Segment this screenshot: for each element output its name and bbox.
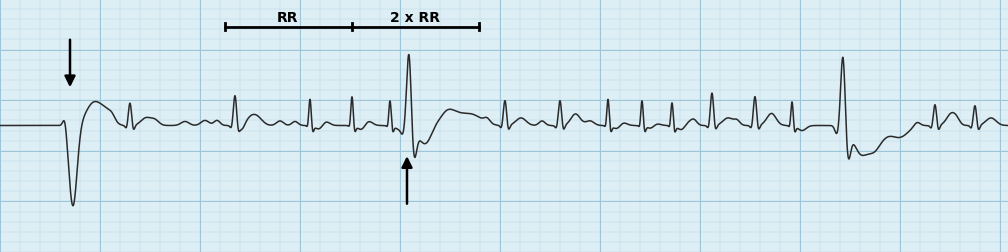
Text: RR: RR [277, 11, 298, 25]
Text: 2 x RR: 2 x RR [390, 11, 440, 25]
